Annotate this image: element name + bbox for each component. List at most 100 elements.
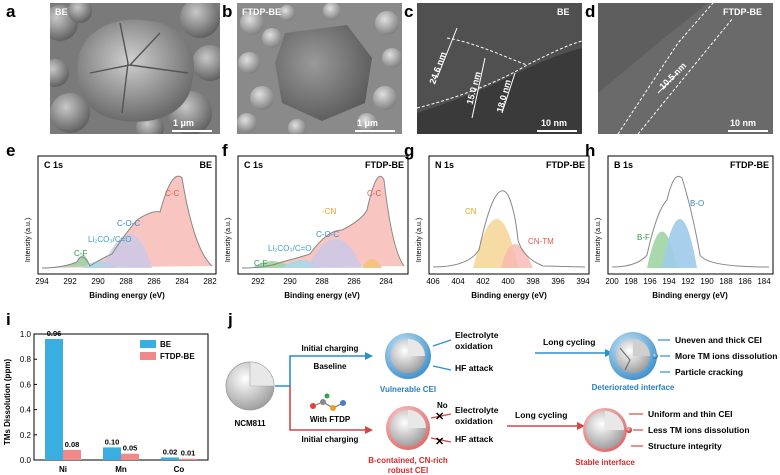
y-axis-label: Intensity (a.u.)	[25, 218, 32, 262]
bot-path-label-2: Initial charging	[302, 435, 359, 444]
peak-label: C-C	[165, 189, 179, 198]
x-tick-label: Ni	[59, 465, 67, 474]
data-label: 0.10	[105, 437, 120, 446]
x-tick: 288	[315, 277, 329, 286]
data-label: 0.08	[65, 440, 80, 449]
bot-attack-1: Electrolyte	[455, 405, 499, 415]
xps-c1s-ftdp-plot: Intensity (a.u.) C 1s FTDP-BE C-C -CN C-…	[225, 155, 409, 300]
tm-dissolution-bar-chart: TMs Dissolution (ppm) 0.0 0.2 0.4 0.6 0.8 1.0…	[3, 329, 209, 474]
cei-schematic: NCM811 Initial charging Baseline With FT…	[225, 330, 777, 475]
xps-sample: BE	[199, 160, 212, 170]
y-tick-label: 0.2	[20, 431, 32, 440]
ion-icon	[626, 427, 632, 433]
arrow-head-icon	[605, 349, 613, 357]
bar-be	[161, 457, 179, 460]
x-tick: 294	[35, 277, 49, 286]
deteriorated-label: Deteriorated interface	[592, 383, 675, 392]
x-tick: 196	[643, 277, 657, 286]
sem-be-scale-text: 1 μm	[173, 118, 195, 128]
bar-ftdp-be	[63, 449, 81, 460]
x-axis-label: Binding energy (eV)	[652, 291, 728, 300]
x-tick: 188	[719, 277, 733, 286]
bot-path-label-1: With FTDP	[310, 415, 351, 424]
legend-swatch	[140, 352, 156, 360]
xps-title: C 1s	[44, 160, 63, 170]
vulnerable-cei-label: Vulnerable CEI	[380, 385, 436, 394]
arrow-head-icon	[365, 352, 373, 360]
panel-label-e: e	[6, 141, 16, 160]
robust-cei-label-2: robust CEI	[388, 466, 428, 475]
panel-label-j: j	[228, 310, 233, 329]
data-label: 0.02	[163, 447, 178, 456]
x-tick: 394	[576, 277, 590, 286]
x-tick: 192	[681, 277, 695, 286]
ion-icon	[652, 353, 658, 359]
sem-particle-be-graphic	[50, 3, 220, 134]
xps-b1s-plot: Intensity (a.u.) B 1s FTDP-BE B-O B-F 20…	[595, 155, 774, 300]
x-tick: 406	[426, 277, 440, 286]
long-cycling-top: Long cycling	[543, 337, 595, 347]
bar-be	[45, 339, 63, 460]
x-tick: 194	[662, 277, 676, 286]
bot-outcome-1: Uniform and thin CEI	[648, 409, 733, 419]
attack-arrow	[432, 365, 452, 371]
x-axis-label: Binding energy (eV)	[284, 291, 360, 300]
y-axis-label: Intensity (a.u.)	[416, 218, 423, 262]
tem-be-tag: BE	[557, 7, 570, 17]
x-tick: 286	[147, 277, 161, 286]
stable-particle	[583, 408, 627, 452]
tem-be-graphic	[417, 3, 582, 134]
xps-title: N 1s	[435, 160, 454, 170]
bot-outcome-3: Structure integrity	[648, 441, 722, 451]
peak-label: C-F	[74, 249, 87, 258]
y-tick-label: 0.8	[20, 355, 32, 364]
tem-be-scale-bar	[537, 130, 577, 132]
top-attack-3: HF attack	[455, 363, 494, 373]
bar-ftdp-be	[121, 453, 139, 460]
robust-cei-label-1: B-contained, CN-rich	[368, 456, 448, 465]
x-tick: 186	[738, 277, 752, 286]
y-tick-label: 0.6	[20, 380, 32, 389]
cross-icon: ✕	[435, 436, 444, 448]
x-tick: 396	[551, 277, 565, 286]
vulnerable-cei-particle	[385, 333, 431, 379]
long-cycling-bot: Long cycling	[515, 410, 567, 420]
peak-label: -CN	[322, 207, 336, 216]
xps-n1s-plot: Intensity (a.u.) N 1s FTDP-BE CN CN-TM 4…	[416, 155, 590, 300]
tem-image-be: BE 24.6 nm 15.0 nm 18.0 nm 10 nm	[417, 3, 582, 134]
tem-ftdp-scale-text: 10 nm	[730, 118, 757, 128]
sem-ftdp-scale-text: 1 μm	[357, 118, 379, 128]
peak-label: C-C	[367, 189, 381, 198]
tem-ftdp-scale-bar	[728, 130, 768, 132]
panel-label-b: b	[222, 2, 233, 21]
data-label: 0.05	[123, 444, 138, 453]
sem-be-tag: BE	[55, 7, 68, 17]
arrow-head-icon	[365, 426, 373, 434]
xps-sample: FTDP-BE	[546, 160, 585, 170]
x-tick: 404	[451, 277, 465, 286]
top-path-label-1: Initial charging	[302, 344, 359, 353]
peak-label: C-O-C	[316, 230, 339, 239]
top-outcome-1: Uneven and thick CEI	[675, 335, 762, 345]
bot-attack-2: oxidation	[455, 416, 493, 426]
no-label: No	[437, 401, 448, 410]
x-axis-label: Binding energy (eV)	[471, 291, 547, 300]
bot-outcome-2: Less TM ions dissolution	[648, 425, 750, 435]
sem-image-ftdp: FTDP-BE 1 μm	[237, 3, 402, 134]
panel-label-h: h	[585, 141, 596, 160]
stable-label: Stable interface	[575, 458, 635, 467]
top-attack-1: Electrolyte	[455, 330, 499, 340]
x-tick-label: Mn	[115, 465, 127, 474]
top-outcome-3: Particle cracking	[675, 367, 743, 377]
x-tick: 286	[347, 277, 361, 286]
cross-icon: ✕	[435, 411, 444, 423]
panel-label-g: g	[404, 141, 415, 160]
panel-label-i: i	[6, 310, 11, 329]
x-tick: 282	[203, 277, 217, 286]
x-tick-label: Co	[174, 465, 185, 474]
y-axis-label: TMs Dissolution (ppm)	[3, 359, 12, 446]
peak-label: B-O	[690, 199, 704, 208]
baseline-arrow	[275, 355, 365, 387]
x-tick: 292	[63, 277, 77, 286]
x-tick: 284	[379, 277, 393, 286]
